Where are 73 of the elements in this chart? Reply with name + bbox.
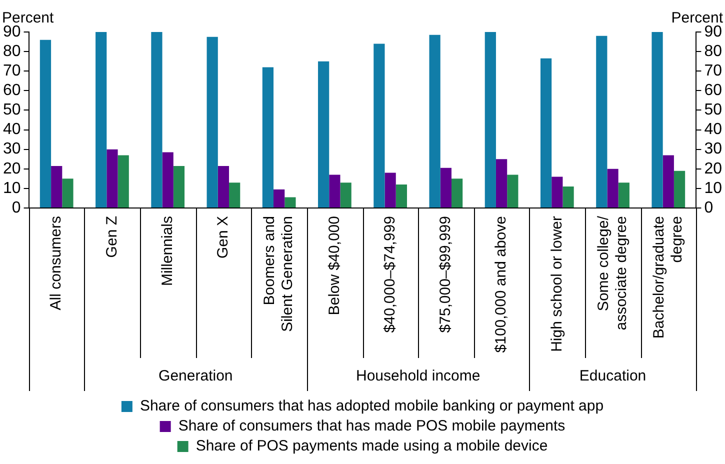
y2-tick-label: 70 [704,62,722,80]
bar [262,67,274,208]
y2-tick-label: 10 [704,180,722,197]
bar [229,182,240,208]
y-tick-label: 20 [3,160,21,178]
x-tick-label: Below $40,000 [326,216,343,316]
legend-label: Share of POS payments made using a mobile device [196,438,548,455]
bar [218,166,230,208]
y-tick-label: 70 [3,62,21,80]
y-tick-label: 80 [3,42,21,60]
bar [206,36,218,208]
bar [384,172,396,208]
bar [484,32,496,208]
bar [40,40,52,208]
bar [396,184,407,208]
bar [496,159,508,208]
y2-tick-label: 80 [704,42,722,60]
bar [62,178,74,208]
bar [151,32,162,208]
x-tick-label: Boomers and Silent Generation [261,216,296,332]
bar [607,168,618,208]
x-tick-label: $100,000 and above [492,216,510,353]
y2-tick-label: 30 [704,140,722,158]
bar [274,189,285,208]
y-tick-label: 30 [3,140,21,158]
y-tick-label: 40 [3,121,21,138]
bar [162,152,174,208]
y2-tick-label: 20 [704,160,722,178]
y2-tick-label: 40 [704,121,722,138]
y-tick-label: 0 [12,199,21,216]
x-tick-label: Millennials [158,216,176,286]
legend-label: Share of consumers that has made POS mobile payments [178,418,566,435]
bar [51,166,62,208]
x-tick-label: High school or lower [548,216,566,352]
text: Education [579,368,646,385]
bar [662,155,674,208]
bar [106,149,118,208]
bar [618,182,630,208]
x-tick-label: $40,000–$74,999 [381,216,398,333]
y-tick-label: 10 [3,180,21,197]
y2-tick-label: 0 [704,199,714,216]
legend-label: Share of consumers that has adopted mobile banking or payment app [140,398,604,415]
bar [329,174,340,208]
bar [552,176,563,208]
bar [507,174,518,208]
x-tick-label: Gen X [214,216,232,259]
y2-tick-label: 50 [704,102,722,119]
bar [173,166,185,208]
bar [562,186,574,208]
x-tick-label: Gen Z [103,216,120,258]
bar [674,170,686,208]
bar [652,32,663,208]
y-tick-label: 90 [3,23,21,40]
bar [318,61,330,208]
bar [540,58,552,208]
bar [596,36,608,208]
text: Generation [158,368,233,385]
x-tick-label: $75,000–$99,999 [437,216,454,333]
y-tick-label: 60 [3,82,21,100]
bar [118,155,129,208]
x-tick-label: All consumers [48,216,65,310]
bar [340,182,352,208]
bar [96,32,107,208]
bar [440,168,452,208]
bar [374,44,385,208]
bar [284,197,296,208]
y2-tick-label: 90 [704,23,722,40]
x-tick-label: Some college/ associate degree [594,215,630,330]
bar [451,178,463,208]
y2-tick-label: 60 [704,82,722,100]
bar [429,34,440,208]
text: Household income [356,368,480,385]
y-tick-label: 50 [3,102,21,119]
